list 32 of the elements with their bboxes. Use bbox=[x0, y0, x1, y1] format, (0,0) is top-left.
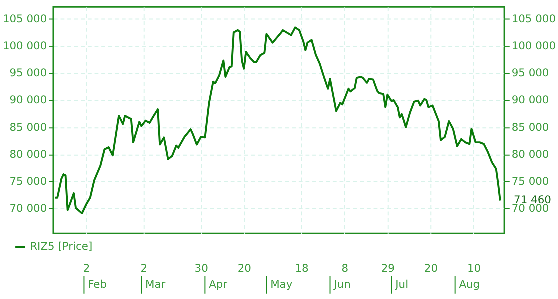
y2-tick-label: 105 000 bbox=[512, 12, 556, 26]
x2-tick-label: May bbox=[270, 278, 293, 292]
x-tick-label: 20 bbox=[238, 262, 252, 276]
y2-tick-label: 85 000 bbox=[512, 120, 550, 134]
x2-tick-label: Jul bbox=[394, 278, 409, 292]
x2-tick-label: Aug bbox=[459, 278, 480, 292]
x2-tick-label: Apr bbox=[209, 278, 228, 292]
y-tick-label: 100 000 bbox=[2, 40, 48, 53]
x2-tick-label: Jun bbox=[333, 278, 351, 292]
y-tick-label: 105 000 bbox=[2, 12, 48, 26]
x-tick-label: 10 bbox=[467, 262, 482, 276]
x-tick-label: 18 bbox=[295, 262, 310, 276]
x-tick-label: 2 bbox=[140, 262, 148, 276]
x-tick-label: 20 bbox=[424, 262, 438, 276]
x-tick-label: 2 bbox=[83, 262, 90, 276]
y2-tick-label: 100 000 bbox=[512, 40, 556, 53]
y-tick-label: 85 000 bbox=[10, 120, 48, 134]
x-tick-label: 8 bbox=[342, 262, 349, 276]
y2-tick-label: 95 000 bbox=[512, 66, 550, 80]
y2-tick-label: 90 000 bbox=[512, 94, 550, 107]
y-tick-label: 75 000 bbox=[10, 175, 48, 188]
y-tick-label: 80 000 bbox=[10, 148, 48, 161]
x-tick-label: 30 bbox=[194, 262, 209, 276]
x2-tick-label: Feb bbox=[88, 278, 108, 292]
y2-tick-label: 75 000 bbox=[512, 175, 550, 188]
y-tick-label: 90 000 bbox=[10, 94, 48, 107]
y-tick-label: 70 000 bbox=[10, 202, 48, 216]
x-tick-label: 29 bbox=[381, 262, 396, 276]
y-tick-label: 95 000 bbox=[10, 66, 48, 80]
x2-tick-label: Mar bbox=[146, 278, 166, 292]
legend-label: RIZ5 [Price] bbox=[30, 240, 93, 254]
y2-tick-label: 80 000 bbox=[512, 148, 550, 161]
